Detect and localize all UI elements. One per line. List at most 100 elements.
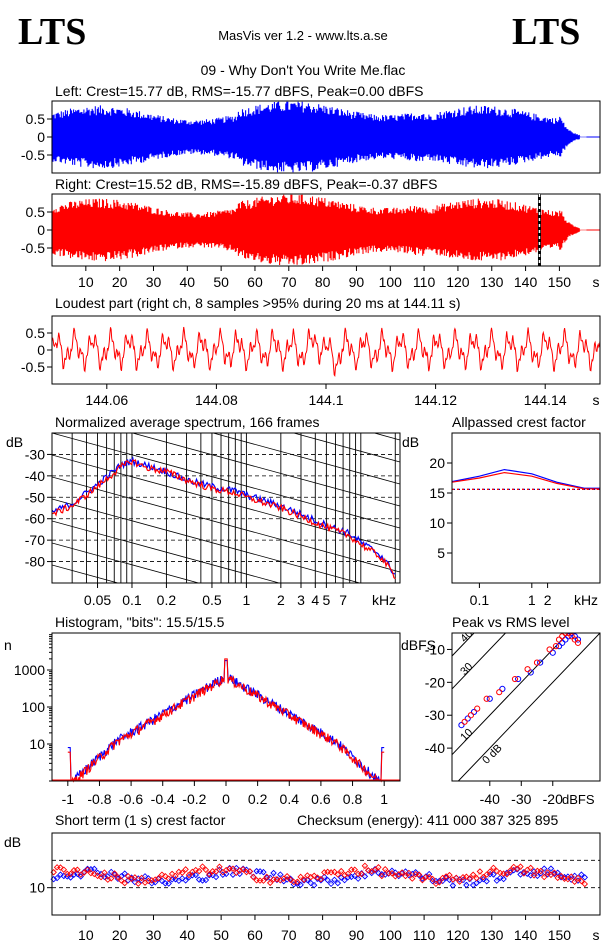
crest-point-left xyxy=(368,869,375,877)
crest-point-left xyxy=(446,876,453,884)
peak-rms-point-right xyxy=(483,695,490,702)
crest-point-left xyxy=(101,873,108,881)
x-unit-label: kHz xyxy=(574,592,598,608)
crest-diagonal xyxy=(457,633,600,781)
peak-rms-point-right xyxy=(552,643,560,650)
crest-point-left xyxy=(554,869,561,876)
crest-point-right xyxy=(202,866,210,874)
spectrum-slope xyxy=(52,520,281,583)
y-tick-label: 0 xyxy=(37,129,45,145)
x-tick-label: 20 xyxy=(112,274,128,290)
peak-rms-xlabel: dBFS xyxy=(562,792,595,807)
crest-point-left xyxy=(287,875,294,882)
allpassed-ylabel: dB xyxy=(402,434,419,450)
loudest-part-title: Loudest part (right ch, 8 samples >95% d… xyxy=(55,295,461,311)
crest-point-right xyxy=(229,865,237,872)
peak-rms-point-right xyxy=(546,646,553,653)
peak-rms-point-right xyxy=(559,633,566,640)
peak-rms-point-left xyxy=(499,685,506,693)
crest-title: Short term (1 s) crest factor xyxy=(55,812,226,828)
crest-point-left xyxy=(91,865,98,873)
histogram-series-left xyxy=(67,660,385,782)
crest-point-right xyxy=(469,871,477,878)
crest-point-right xyxy=(331,868,338,876)
crest-point-right xyxy=(97,873,105,881)
y-tick-label: 0.5 xyxy=(26,204,46,220)
spectrum-slope xyxy=(52,542,201,583)
crest-point-right xyxy=(216,863,223,871)
peak-rms-frame xyxy=(451,632,601,782)
crest-point-right xyxy=(87,869,95,877)
crest-point-right xyxy=(496,869,504,877)
crest-point-right xyxy=(199,863,206,870)
crest-point-left xyxy=(354,875,362,882)
crest-point-right xyxy=(351,866,358,873)
crest-point-right xyxy=(148,877,156,884)
crest-point-right xyxy=(317,875,325,883)
checksum-text: Checksum (energy): 411 000 387 325 895 xyxy=(297,812,558,828)
crest-point-right xyxy=(80,869,88,876)
crest-point-left xyxy=(256,868,264,875)
crest-point-left xyxy=(158,877,166,885)
crest-point-right xyxy=(107,875,115,882)
crest-point-left xyxy=(77,873,84,880)
peak-rms-point-right xyxy=(467,712,474,719)
crest-point-left xyxy=(496,874,504,882)
y-tick-label: 5 xyxy=(437,545,445,561)
y-tick-label: -0.5 xyxy=(21,359,45,375)
crest-point-left xyxy=(63,873,71,880)
crest-point-right xyxy=(574,874,582,882)
y-tick-label: -40 xyxy=(425,740,445,756)
spectrum-slope xyxy=(52,476,400,573)
x-tick-label: 7 xyxy=(339,592,347,608)
crest-point-right xyxy=(243,868,250,876)
x-tick-label: 30 xyxy=(146,927,162,943)
crest-point-right xyxy=(365,867,372,874)
x-tick-label: 144.06 xyxy=(85,392,128,408)
y-tick-label: -80 xyxy=(25,554,45,570)
x-tick-label: 140 xyxy=(514,274,538,290)
crest-point-right xyxy=(337,867,345,875)
crest-point-right xyxy=(145,877,152,885)
peak-rms-point-right xyxy=(474,705,481,712)
crest-point-left xyxy=(270,869,277,877)
x-tick-label: 80 xyxy=(315,927,331,943)
peak-rms-point-left xyxy=(559,639,566,646)
crest-point-right xyxy=(568,873,575,880)
crest-point-right xyxy=(327,869,335,876)
peak-rms-point-right xyxy=(568,633,575,640)
crest-point-right xyxy=(429,875,436,883)
crest-point-right xyxy=(398,869,406,876)
x-tick-label: 110 xyxy=(413,274,436,290)
crest-point-right xyxy=(456,878,463,885)
peak-rms-point-right xyxy=(555,636,563,643)
crest-point-left xyxy=(490,871,497,878)
crest-point-right xyxy=(212,868,220,875)
crest-point-left xyxy=(500,875,507,883)
peak-rms-point-right xyxy=(574,639,582,646)
y-tick-label: -40 xyxy=(25,468,45,484)
crest-diagonal-label: 40 xyxy=(458,628,475,645)
crest-frame xyxy=(51,832,601,916)
crest-point-right xyxy=(402,872,409,880)
crest-point-left xyxy=(199,877,206,884)
y-tick-label: -0.5 xyxy=(21,147,45,163)
peak-rms-point-right xyxy=(524,666,531,673)
loudest-signal xyxy=(51,326,601,377)
x-tick-label: 0.4 xyxy=(280,791,300,807)
x-tick-label: 120 xyxy=(446,274,470,290)
crest-point-right xyxy=(578,877,585,885)
x-tick-label: 0.8 xyxy=(343,791,363,807)
spectrum-slope xyxy=(131,433,400,507)
x-tick-label: 0.2 xyxy=(157,592,177,608)
crest-point-right xyxy=(84,866,91,874)
crest-diagonal xyxy=(452,633,570,756)
y-tick-label: 0.5 xyxy=(26,325,46,341)
x-tick-label: 40 xyxy=(180,927,196,943)
crest-point-right xyxy=(537,867,545,875)
crest-point-right xyxy=(557,872,565,880)
x-tick-label: -20 xyxy=(543,791,563,807)
x-unit-label: s xyxy=(593,392,600,408)
crest-point-left xyxy=(53,874,61,882)
